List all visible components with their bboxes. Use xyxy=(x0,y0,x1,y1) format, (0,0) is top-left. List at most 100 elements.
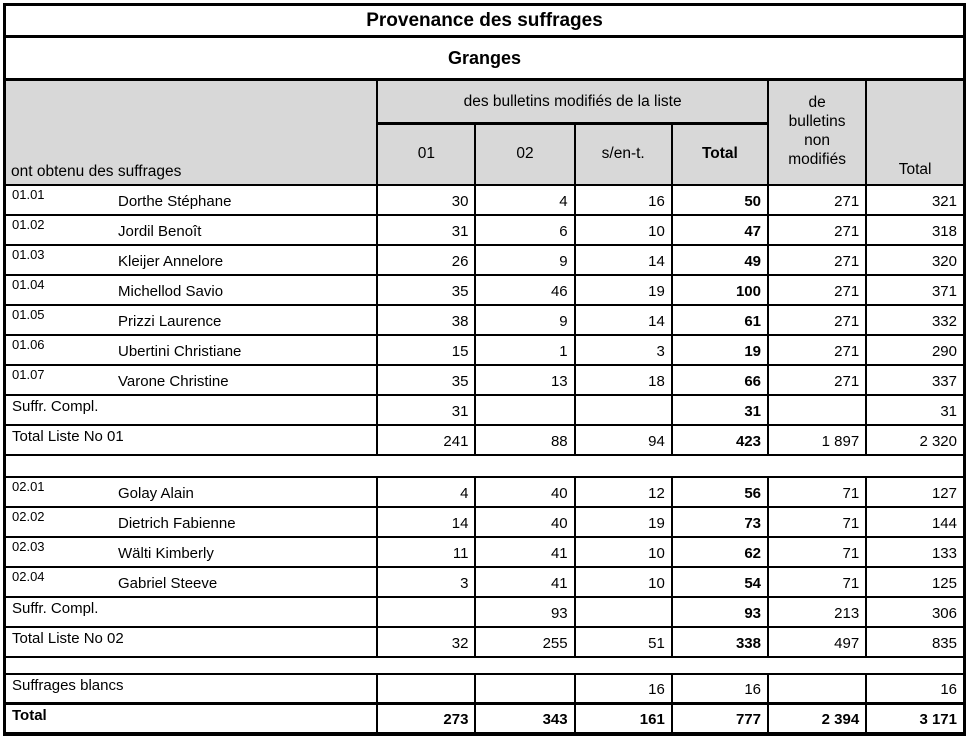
cell-sent: 10 xyxy=(573,565,673,598)
cell-nonmod: 271 xyxy=(766,243,868,276)
page-title: Provenance des suffrages xyxy=(3,3,966,38)
cell-02: 1 xyxy=(474,333,576,366)
table-row: 01.02 Jordil Benoît 31 6 10 47 271 318 xyxy=(3,213,966,246)
cell-01 xyxy=(376,672,477,705)
candidate-cell: 01.06 Ubertini Christiane xyxy=(3,333,379,366)
candidate-name: Kleijer Annelore xyxy=(118,252,224,270)
cell-nonmod: 71 xyxy=(766,505,868,538)
cell-01: 35 xyxy=(376,273,477,306)
header-sub-row: 01 02 s/en-t. Total xyxy=(5,122,965,186)
cell-01: 38 xyxy=(376,303,477,336)
cell-total: 54 xyxy=(670,565,770,598)
cell-sent: 12 xyxy=(573,475,673,508)
cell-sent: 10 xyxy=(573,213,673,246)
cell-grand: 2 320 xyxy=(865,423,966,456)
candidate-cell: 02.03 Wälti Kimberly xyxy=(3,535,379,568)
table-row: 02.02 Dietrich Fabienne 14 40 19 73 71 14… xyxy=(3,505,966,538)
candidate-cell: 02.01 Golay Alain xyxy=(3,475,379,508)
candidate-cell: 01.07 Varone Christine xyxy=(3,363,379,396)
table-row: 02.01 Golay Alain 4 40 12 56 71 127 xyxy=(3,475,966,508)
list-total-row: Total Liste No 01 241 88 94 423 1 897 2 … xyxy=(3,423,966,456)
cell-nonmod: 2 394 xyxy=(766,702,868,735)
cell-01: 31 xyxy=(376,393,477,426)
cell-01: 31 xyxy=(376,213,477,246)
cell-02: 88 xyxy=(474,423,576,456)
candidate-id: 01.01 xyxy=(12,186,45,202)
cell-grand: 371 xyxy=(865,273,966,306)
candidate-id: 01.07 xyxy=(12,366,45,382)
cell-01: 3 xyxy=(376,565,477,598)
candidate-id: 02.02 xyxy=(12,508,45,524)
row-label: Total Liste No 01 xyxy=(12,427,124,445)
cell-grand: 290 xyxy=(865,333,966,366)
candidate-name: Jordil Benoît xyxy=(118,222,202,240)
cell-02: 9 xyxy=(474,243,576,276)
candidate-id: 01.06 xyxy=(12,336,45,352)
cell-total: 93 xyxy=(670,595,770,628)
cell-02: 255 xyxy=(474,625,576,658)
cell-sent: 94 xyxy=(573,423,673,456)
cell-total: 62 xyxy=(670,535,770,568)
cell-nonmod: 271 xyxy=(766,183,868,216)
cell-sent: 3 xyxy=(573,333,673,366)
candidate-cell: 02.04 Gabriel Steeve xyxy=(3,565,379,598)
cell-02: 40 xyxy=(474,475,576,508)
cell-sent: 16 xyxy=(573,183,673,216)
candidate-cell: 01.03 Kleijer Annelore xyxy=(3,243,379,276)
candidate-id: 02.03 xyxy=(12,538,45,554)
row-label: Suffr. Compl. xyxy=(12,599,99,617)
cell-nonmod: 71 xyxy=(766,475,868,508)
cell-nonmod: 271 xyxy=(766,333,868,366)
candidate-name: Golay Alain xyxy=(118,484,194,502)
spacer-cell xyxy=(3,655,966,675)
cell-total: 423 xyxy=(670,423,770,456)
table-row: 01.03 Kleijer Annelore 26 9 14 49 271 320 xyxy=(3,243,966,276)
cell-02: 41 xyxy=(474,535,576,568)
cell-sent xyxy=(573,595,673,628)
cell-sent: 16 xyxy=(573,672,673,705)
candidate-id: 02.01 xyxy=(12,478,45,494)
cell-01: 26 xyxy=(376,243,477,276)
header-col-sent: s/en-t. xyxy=(573,122,673,186)
suffr-compl-row: Suffr. Compl. 93 93 213 306 xyxy=(3,595,966,628)
results-sheet: Provenance des suffrages Granges ont obt… xyxy=(3,3,966,736)
candidate-id: 02.04 xyxy=(12,568,45,584)
spacer-row xyxy=(3,655,966,675)
candidate-name: Dorthe Stéphane xyxy=(118,192,232,210)
cell-02: 13 xyxy=(474,363,576,396)
cell-total: 50 xyxy=(670,183,770,216)
candidate-name: Varone Christine xyxy=(118,372,229,390)
header-modified-group: des bulletins modifiés de la liste xyxy=(376,78,769,125)
cell-grand: 835 xyxy=(865,625,966,658)
cell-02 xyxy=(474,393,576,426)
cell-01: 14 xyxy=(376,505,477,538)
cell-total: 19 xyxy=(670,333,770,366)
row-label: Suffrages blancs xyxy=(12,676,124,694)
cell-01 xyxy=(376,595,477,628)
cell-total: 73 xyxy=(670,505,770,538)
cell-02: 93 xyxy=(474,595,576,628)
candidate-name: Wälti Kimberly xyxy=(118,544,214,562)
cell-nonmod: 271 xyxy=(766,363,868,396)
cell-total: 56 xyxy=(670,475,770,508)
candidate-id: 01.04 xyxy=(12,276,45,292)
cell-grand: 3 171 xyxy=(865,702,966,735)
cell-total: 100 xyxy=(670,273,770,306)
cell-nonmod: 71 xyxy=(766,535,868,568)
commune-name: Granges xyxy=(3,35,966,81)
title-row: Provenance des suffrages xyxy=(3,3,966,38)
cell-nonmod: 1 897 xyxy=(766,423,868,456)
cell-grand: 320 xyxy=(865,243,966,276)
cell-01: 273 xyxy=(376,702,477,735)
table-row: 01.07 Varone Christine 35 13 18 66 271 33… xyxy=(3,363,966,396)
candidate-cell: 01.01 Dorthe Stéphane xyxy=(3,183,379,216)
table-row: 01.01 Dorthe Stéphane 30 4 16 50 271 321 xyxy=(3,183,966,216)
candidate-cell: 01.04 Michellod Savio xyxy=(3,273,379,306)
cell-nonmod: 71 xyxy=(766,565,868,598)
table-row: 01.04 Michellod Savio 35 46 19 100 271 37… xyxy=(3,273,966,306)
list-total-row: Total Liste No 02 32 255 51 338 497 835 xyxy=(3,625,966,658)
cell-grand: 144 xyxy=(865,505,966,538)
cell-grand: 125 xyxy=(865,565,966,598)
candidate-cell: 01.02 Jordil Benoît xyxy=(3,213,379,246)
cell-grand: 318 xyxy=(865,213,966,246)
